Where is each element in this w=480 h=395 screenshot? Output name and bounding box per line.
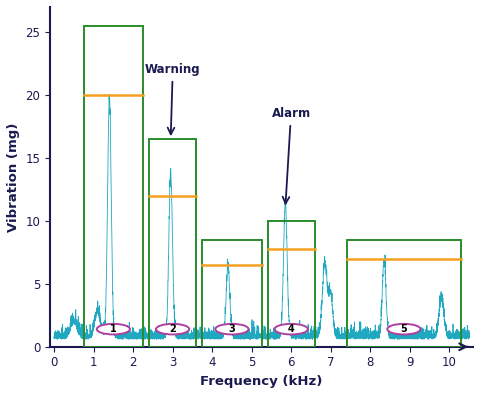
Circle shape — [275, 324, 308, 335]
Text: Alarm: Alarm — [272, 107, 311, 203]
Text: 2: 2 — [169, 324, 176, 334]
Text: 3: 3 — [228, 324, 235, 334]
Text: 1: 1 — [110, 324, 117, 334]
Text: 4: 4 — [288, 324, 295, 334]
Bar — [202, 240, 262, 347]
X-axis label: Frequency (kHz): Frequency (kHz) — [200, 375, 323, 388]
Bar — [347, 240, 461, 347]
Circle shape — [216, 324, 249, 335]
Circle shape — [97, 324, 130, 335]
Bar — [84, 26, 143, 347]
Bar — [267, 221, 315, 347]
Circle shape — [387, 324, 420, 335]
Y-axis label: Vibration (mg): Vibration (mg) — [7, 122, 20, 231]
Bar — [149, 139, 196, 347]
Circle shape — [156, 324, 189, 335]
Text: Warning: Warning — [145, 63, 201, 134]
Text: 5: 5 — [400, 324, 407, 334]
